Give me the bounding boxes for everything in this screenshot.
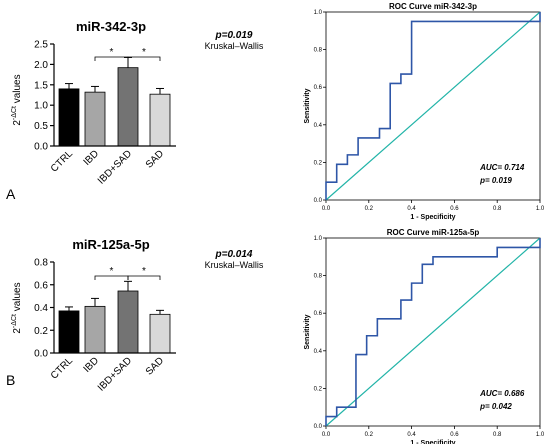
- p-value: p=0.014: [215, 249, 253, 260]
- significance-bracket: [127, 275, 161, 280]
- significance-star: *: [142, 266, 146, 277]
- x-tick-label: 0.8: [493, 432, 502, 438]
- test-name: Kruskal–Wallis: [205, 260, 264, 270]
- x-axis-label: 1 - Specificity: [410, 440, 455, 444]
- x-tick-label: 0.4: [407, 206, 416, 212]
- chart-title: miR-125a-5p: [72, 237, 149, 252]
- y-tick-label: 0.4: [314, 123, 323, 129]
- x-tick-label: IBD+SAD: [96, 148, 134, 186]
- x-tick-label: SAD: [144, 355, 166, 377]
- bar: [149, 313, 171, 354]
- y-tick-label: 0.4: [34, 303, 48, 314]
- chart-title: miR-342-3p: [76, 19, 146, 34]
- auc-value: AUC= 0.686: [479, 389, 525, 398]
- x-axis-label: 1 - Specificity: [410, 214, 455, 221]
- bar: [149, 93, 171, 147]
- bar: [58, 88, 80, 147]
- x-tick-label: 0.0: [322, 206, 331, 212]
- bar: [84, 91, 106, 147]
- significance-star: *: [142, 47, 146, 58]
- panel-label-a: A: [6, 186, 16, 202]
- y-tick-label: 1.0: [34, 101, 48, 112]
- y-tick-label: 0.0: [34, 349, 48, 360]
- x-tick-label: 0.8: [493, 206, 502, 212]
- x-tick-label: 0.6: [450, 206, 459, 212]
- y-tick-label: 0.2: [314, 386, 323, 392]
- y-tick-label: 0.6: [34, 280, 48, 291]
- bar: [117, 290, 139, 354]
- x-tick-label: 0.2: [365, 432, 374, 438]
- roc-p-value: p= 0.042: [479, 402, 512, 411]
- panel-label-b: B: [6, 372, 16, 388]
- x-tick-label: 0.4: [407, 432, 416, 438]
- chart-title: ROC Curve miR-125a-5p: [387, 228, 480, 237]
- x-tick-label: CTRL: [49, 148, 76, 175]
- test-name: Kruskal–Wallis: [205, 41, 264, 51]
- y-axis-label: 2-ΔCt values: [11, 282, 23, 333]
- y-tick-label: 0.2: [34, 326, 48, 337]
- y-tick-label: 2.0: [34, 60, 48, 71]
- y-tick-label: 0.0: [314, 198, 323, 204]
- bar: [84, 305, 106, 354]
- x-tick-label: 0.2: [365, 206, 374, 212]
- significance-star: *: [110, 47, 114, 58]
- roc-chart-mir125a: ROC Curve miR-125a-5p 0.0 0.0 0.2 0.2 0.4 0.4 0…: [304, 228, 545, 444]
- y-tick-label: 1.0: [314, 236, 323, 242]
- y-tick-label: 0.2: [314, 160, 323, 166]
- y-tick-label: 0.6: [314, 311, 323, 317]
- bar-chart-mir125a: miR-125a-5p 0.0 0.2 0.4 0.6 0.8 2-ΔCt values CT…: [11, 237, 264, 394]
- y-tick-label: 2.5: [34, 40, 48, 51]
- x-tick-label: IBD: [82, 148, 102, 168]
- chart-title: ROC Curve miR-342-3p: [389, 2, 477, 11]
- y-tick-label: 0.0: [314, 424, 323, 430]
- x-tick-label: SAD: [144, 148, 166, 170]
- x-tick-label: 1.0: [536, 432, 545, 438]
- y-axis-label: Sensitivity: [304, 88, 311, 123]
- reference-line: [325, 237, 541, 427]
- y-axis-label: Sensitivity: [304, 314, 311, 349]
- roc-p-value: p= 0.019: [479, 176, 512, 185]
- y-tick-label: 0.8: [314, 48, 323, 54]
- x-tick-label: CTRL: [49, 355, 76, 382]
- x-tick-label: 0.0: [322, 432, 331, 438]
- y-tick-label: 1.5: [34, 80, 48, 91]
- roc-curve: [325, 12, 541, 200]
- y-tick-label: 0.8: [34, 258, 48, 269]
- significance-star: *: [110, 266, 114, 277]
- y-tick-label: 0.8: [314, 274, 323, 280]
- bar-chart-mir342: miR-342-3p 0.0 0.5 1.0 1.5 2.0 2.5 2-ΔCt values…: [11, 19, 264, 187]
- y-tick-label: 0.6: [314, 85, 323, 91]
- y-tick-label: 0.5: [34, 121, 48, 132]
- x-tick-label: 0.6: [450, 432, 459, 438]
- y-tick-label: 0.4: [314, 349, 323, 355]
- reference-line: [325, 11, 541, 201]
- x-tick-label: IBD: [82, 355, 102, 375]
- bar: [117, 67, 139, 147]
- p-value: p=0.019: [215, 30, 253, 41]
- auc-value: AUC= 0.714: [479, 163, 525, 172]
- significance-bracket: [127, 56, 161, 61]
- x-tick-label: 1.0: [536, 206, 545, 212]
- y-tick-label: 0.0: [34, 142, 48, 153]
- roc-chart-mir342: ROC Curve miR-342-3p 0.0 0.0 0.2 0.2 0.4 0.4 0.…: [304, 2, 545, 221]
- y-tick-label: 1.0: [314, 10, 323, 16]
- x-tick-label: IBD+SAD: [96, 355, 134, 393]
- y-axis-label: 2-ΔCt values: [11, 74, 23, 125]
- roc-curve: [325, 238, 541, 426]
- bar: [58, 310, 80, 354]
